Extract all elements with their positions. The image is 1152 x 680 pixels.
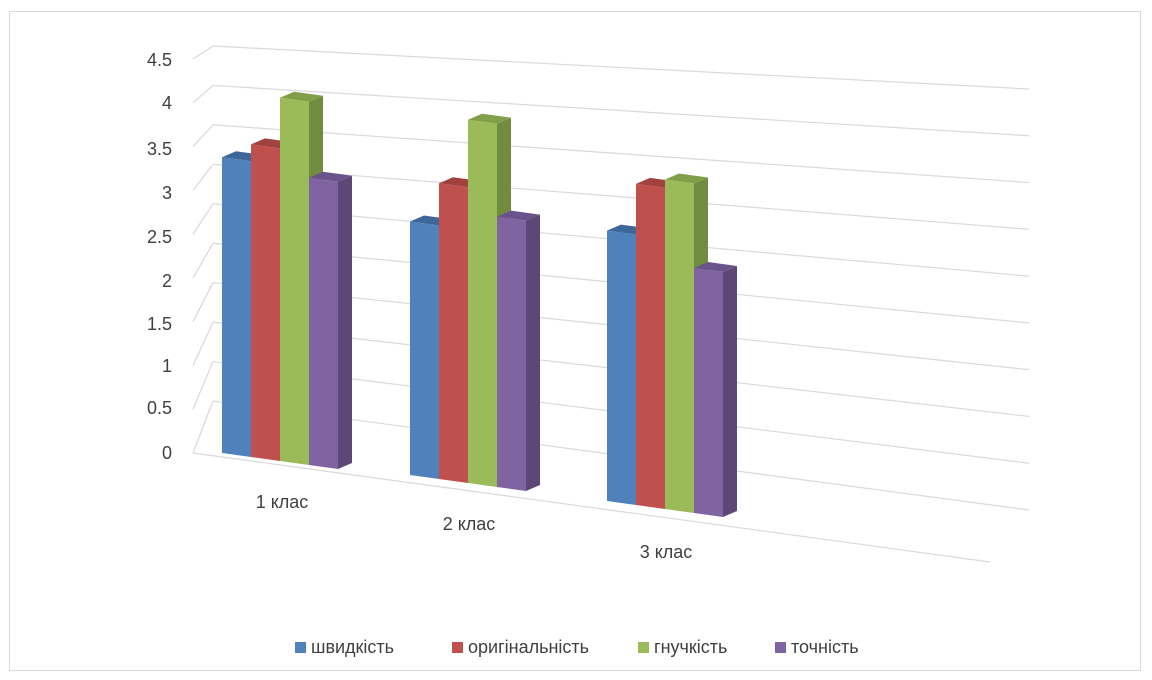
gridline-side [192,282,214,322]
y-tick-label: 0.5 [147,398,172,418]
bar [497,216,526,491]
y-tick-label: 2.5 [147,227,172,247]
y-tick-label: 0 [162,443,172,463]
category-label: 3 клас [640,542,693,562]
y-tick-label: 3 [162,183,172,203]
bar [280,97,309,465]
bar-top [497,210,540,221]
bar-side [338,175,352,469]
bar [665,179,694,513]
y-tick-label: 4.5 [147,50,172,70]
gridline-side [192,45,214,60]
bars [222,91,737,517]
gridline-side [192,203,214,235]
floor-edge [192,452,991,563]
bar-top [280,91,323,102]
y-axis-ticks: 0 0.5 1 1.5 2 2.5 3 3.5 4 4.5 [147,50,172,463]
gridline-side [192,361,214,410]
bar [410,221,439,479]
legend-label: точність [791,637,859,657]
bar [607,230,636,505]
bar-side [526,214,540,491]
bar-top [665,173,708,184]
legend-swatch [452,642,463,653]
gridline [212,163,1030,230]
bar [222,157,251,458]
gridline-side [192,242,214,279]
legend-swatch [295,642,306,653]
bar-top [694,262,737,272]
legend-swatch [775,642,786,653]
legend-swatch [638,642,649,653]
gridline [212,45,1030,90]
gridline [212,124,1030,184]
y-tick-label: 4 [162,93,172,113]
bar-side [723,266,737,517]
x-axis-categories: 1 клас 2 клас 3 клас [256,492,693,562]
category-label: 1 клас [256,492,309,512]
y-tick-label: 1.5 [147,314,172,334]
gridline-side [192,321,214,366]
y-tick-label: 3.5 [147,139,172,159]
legend-label: оригінальність [468,637,589,657]
bar [251,144,280,461]
gridline [212,84,1030,137]
bar-top [468,113,511,124]
gridline-side [192,124,214,147]
legend-label: швидкість [311,637,394,657]
legend-label: гнучкість [654,637,727,657]
gridline-side [192,163,214,191]
bar [694,268,723,517]
category-label: 2 клас [443,514,496,534]
bar [468,119,497,487]
gridline-side [192,84,214,104]
y-tick-label: 2 [162,271,172,291]
bar [309,177,338,469]
chart-area: 0 0.5 1 1.5 2 2.5 3 3.5 4 4.5 1 клас 2 клас 3 клас … [9,11,1141,671]
y-tick-label: 1 [162,356,172,376]
bar-top [309,171,352,182]
bar [439,183,468,484]
legend: швидкість оригінальність гнучкість точність [295,637,859,657]
bar [636,183,665,509]
gridline-side [192,400,214,454]
